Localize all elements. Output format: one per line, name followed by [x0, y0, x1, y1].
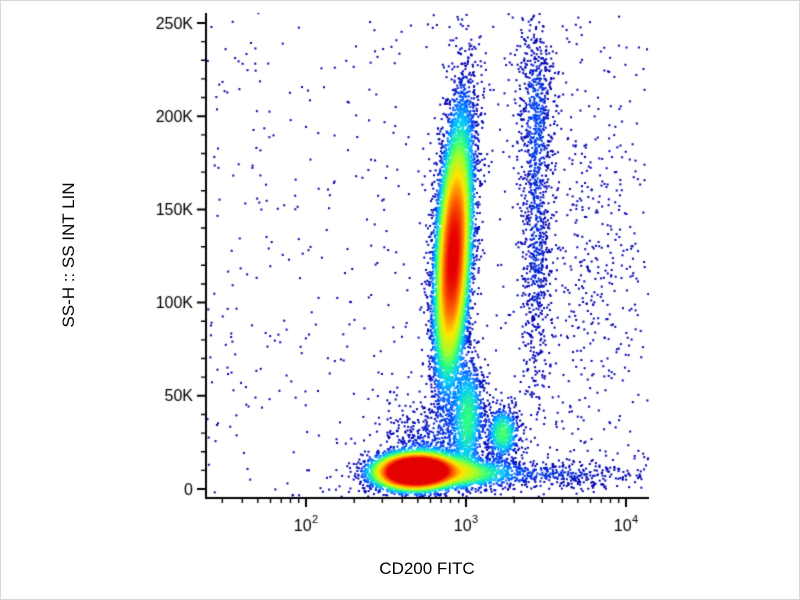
x-axis-title: CD200 FITC [379, 559, 475, 578]
y-axis-title: SS-H :: SS INT LIN [59, 182, 78, 328]
